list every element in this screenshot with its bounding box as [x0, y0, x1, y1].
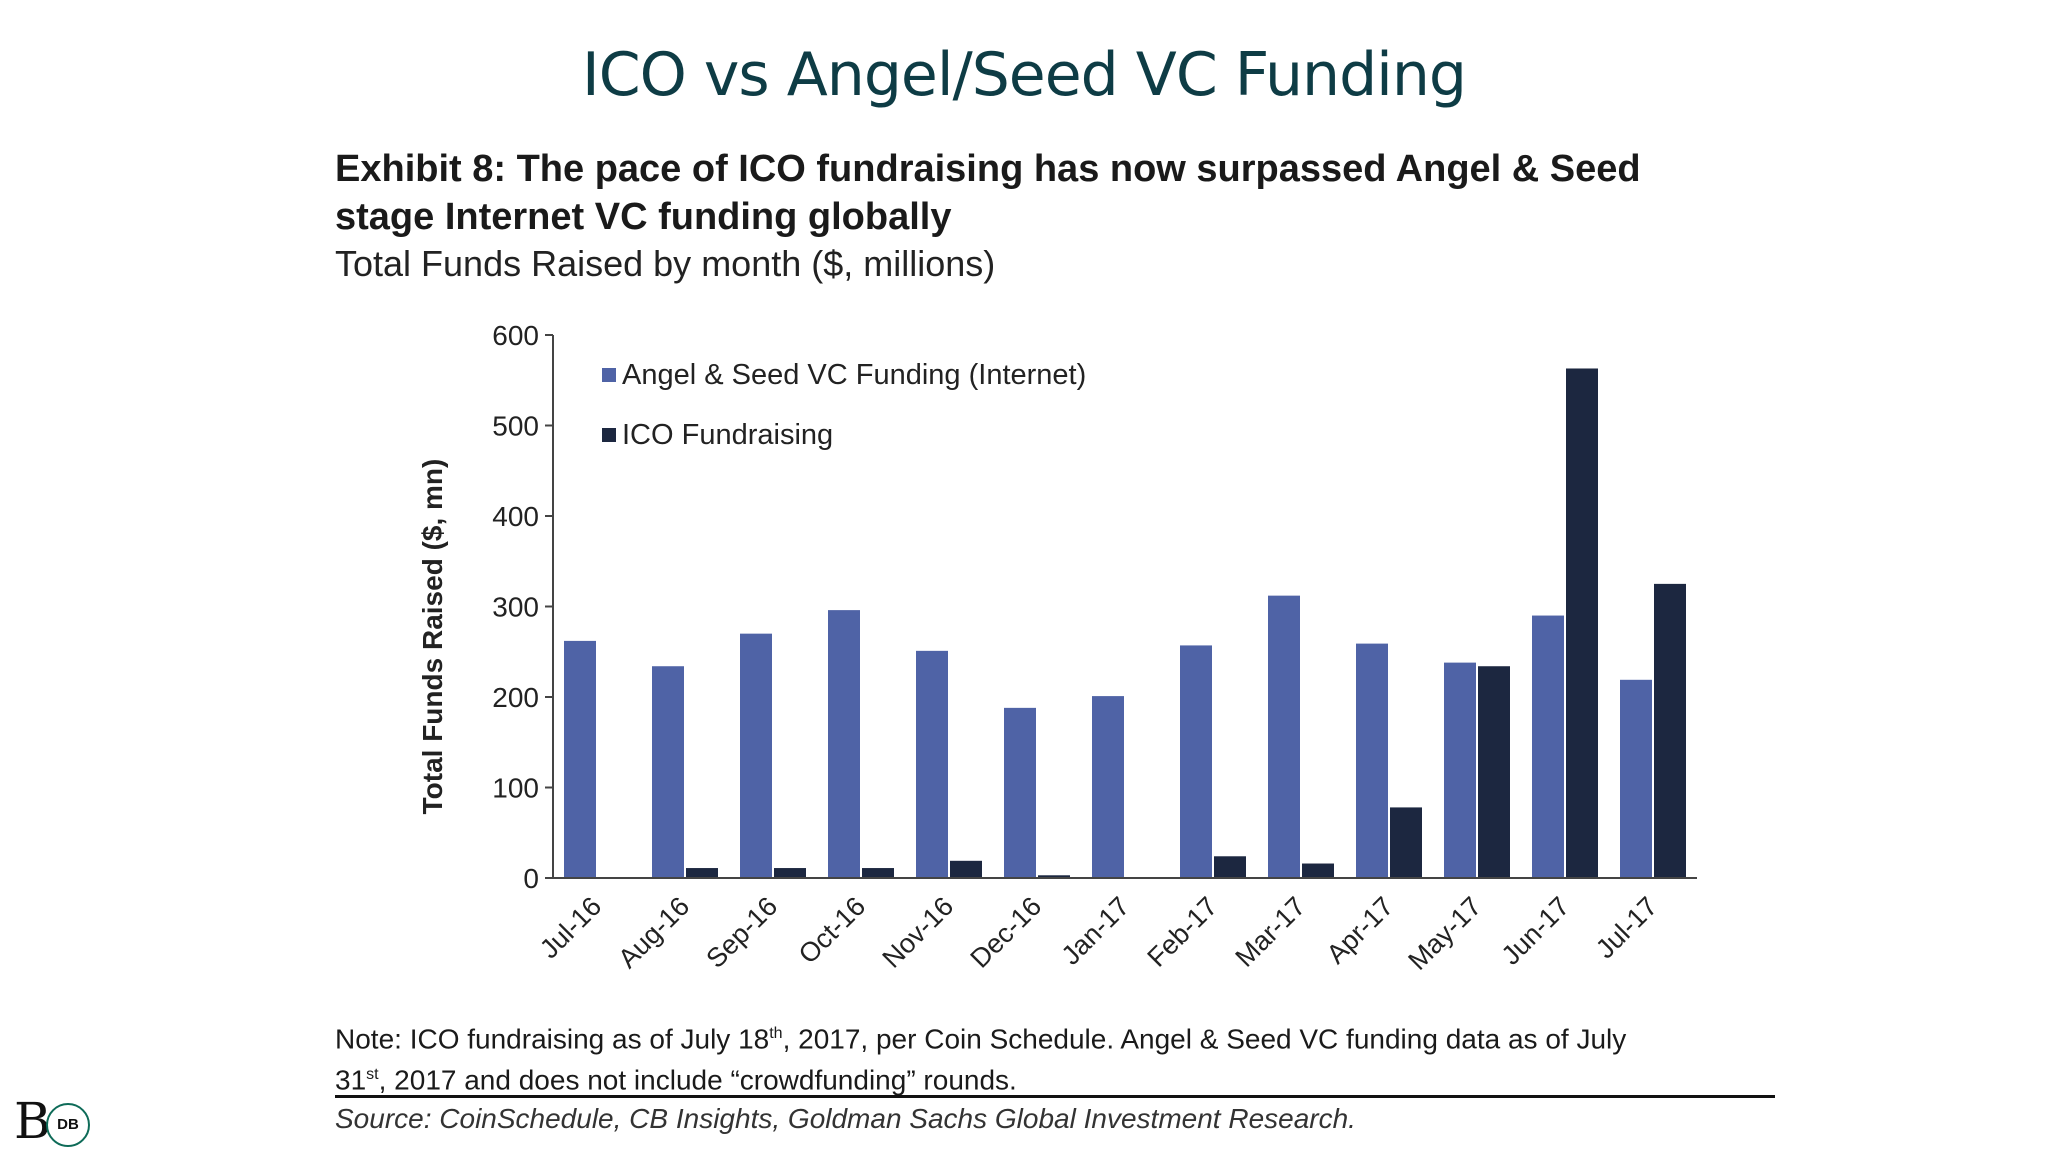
bar-angel-seed	[1620, 679, 1652, 878]
bar-angel-seed	[564, 640, 596, 878]
bar-ico	[1302, 863, 1334, 878]
y-tick-label: 200	[492, 682, 539, 713]
bar-chart: 0 100 200 300 400 500 600 Jul-16 Aug-16 Sep-16 Oct…	[417, 320, 1697, 976]
slide-title: ICO vs Angel/Seed VC Funding	[582, 40, 1467, 110]
x-tick-label: Nov-16	[876, 891, 959, 974]
chart-note: Note: ICO fundraising as of July 18th, 2…	[335, 1016, 1785, 1099]
bar-ico	[774, 868, 806, 878]
note-sup-2: st	[366, 1066, 379, 1084]
note-part-3: 31	[335, 1064, 367, 1096]
legend-swatch	[602, 428, 616, 442]
bar-ico	[686, 868, 718, 878]
bar-angel-seed	[1180, 645, 1212, 878]
x-tick-label: Sep-16	[700, 891, 783, 974]
bar-angel-seed	[1532, 615, 1564, 878]
bar-angel-seed	[1356, 643, 1388, 878]
source-divider	[335, 1095, 1775, 1098]
x-tick-label: Jul-16	[534, 891, 607, 964]
bar-angel-seed	[1092, 696, 1124, 878]
y-tick-label: 0	[523, 863, 539, 894]
legend-label: Angel & Seed VC Funding (Internet)	[622, 359, 1086, 391]
bar-ico	[1478, 666, 1510, 878]
bar-angel-seed	[1268, 595, 1300, 878]
y-tick-label: 600	[492, 320, 539, 351]
bar-angel-seed	[916, 650, 948, 878]
logo-letter: B	[14, 1092, 51, 1150]
brand-logo: B DB	[14, 1095, 94, 1147]
x-tick-label: Dec-16	[964, 891, 1047, 974]
bar-angel-seed	[1444, 662, 1476, 878]
exhibit-title-line-1: Exhibit 8: The pace of ICO fundraising h…	[335, 148, 1641, 190]
x-tick-label: Jul-17	[1590, 891, 1663, 964]
x-tick-label: Jan-17	[1056, 891, 1136, 971]
exhibit-title-line-2: stage Internet VC funding globally	[335, 196, 952, 238]
x-tick-label: Apr-17	[1321, 891, 1400, 970]
bar-ico	[862, 868, 894, 878]
bar-ico	[1214, 856, 1246, 878]
note-part-2: , 2017, per Coin Schedule. Angel & Seed …	[782, 1023, 1627, 1055]
bar-ico	[1566, 368, 1598, 878]
x-tick-label: Mar-17	[1230, 891, 1312, 973]
bar-angel-seed	[828, 610, 860, 878]
x-tick-label: Jun-17	[1496, 891, 1576, 971]
bar-ico	[1390, 807, 1422, 878]
x-tick-label: Oct-16	[793, 891, 872, 970]
exhibit-subtitle: Total Funds Raised by month ($, millions…	[335, 243, 996, 284]
exhibit-header: Exhibit 8: The pace of ICO fundraising h…	[335, 145, 1785, 287]
bar-angel-seed	[652, 666, 684, 878]
chart-source: Source: CoinSchedule, CB Insights, Goldm…	[335, 1103, 1356, 1134]
y-tick-label: 400	[492, 501, 539, 532]
y-tick-label: 100	[492, 773, 539, 804]
y-tick-label: 500	[492, 411, 539, 442]
x-tick-label: Feb-17	[1142, 891, 1224, 973]
note-part-4: , 2017 and does not include “crowdfundin…	[378, 1064, 1017, 1096]
y-axis-label: Total Funds Raised ($, mn)	[417, 459, 448, 815]
x-tick-label: Aug-16	[612, 891, 695, 974]
bar-angel-seed	[740, 633, 772, 878]
logo-badge: DB	[46, 1103, 90, 1147]
bar-ico	[950, 860, 982, 878]
bar-angel-seed	[1004, 707, 1036, 878]
legend-swatch	[602, 368, 616, 382]
note-sup-1: th	[769, 1025, 783, 1042]
legend-label: ICO Fundraising	[622, 419, 833, 451]
bar-ico	[1038, 875, 1070, 878]
x-tick-label: May-17	[1402, 891, 1487, 976]
note-part-1: Note: ICO fundraising as of July 18	[335, 1023, 770, 1055]
y-tick-label: 300	[492, 592, 539, 623]
bar-ico	[1654, 583, 1686, 878]
